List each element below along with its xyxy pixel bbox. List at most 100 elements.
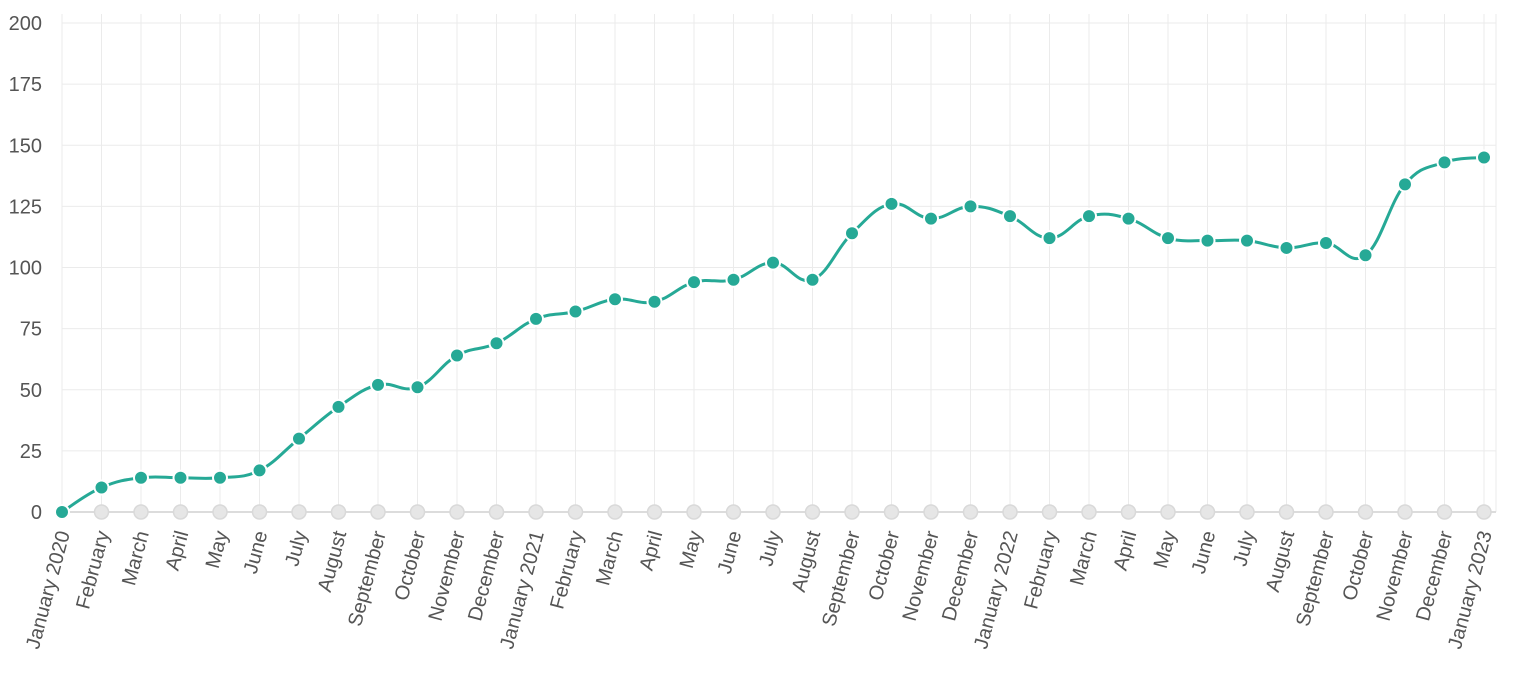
y-tick-label: 150 xyxy=(9,135,42,157)
x-tick-label: August xyxy=(1262,528,1299,594)
y-axis-labels: 0 25 50 75 100 125 150 175 200 xyxy=(9,13,42,524)
data-point[interactable] xyxy=(765,254,781,271)
y-tick-label: 25 xyxy=(20,441,42,463)
x-tick-label: April xyxy=(636,529,668,573)
data-point[interactable] xyxy=(1199,232,1216,249)
data-point[interactable] xyxy=(1357,247,1374,264)
x-tick-label: April xyxy=(1110,529,1142,573)
baseline-point xyxy=(646,504,663,520)
x-tick-label: May xyxy=(676,529,707,571)
baseline-point xyxy=(1002,504,1018,520)
baseline-point xyxy=(1120,504,1137,520)
baseline-point xyxy=(1199,504,1216,520)
baseline-point xyxy=(567,504,584,520)
baseline-point xyxy=(528,504,544,520)
data-point[interactable] xyxy=(804,271,821,288)
y-tick-label: 200 xyxy=(9,13,42,35)
baseline-point xyxy=(1239,504,1255,520)
data-point[interactable] xyxy=(1397,176,1413,193)
data-point[interactable] xyxy=(212,469,228,486)
x-tick-label: July xyxy=(1229,529,1259,569)
x-tick-label: June xyxy=(240,529,272,577)
x-tick-label: December xyxy=(1412,528,1457,623)
x-tick-label: September xyxy=(818,528,865,629)
x-tick-label: June xyxy=(714,529,746,577)
baseline-markers xyxy=(54,504,1492,520)
data-point[interactable] xyxy=(567,303,584,320)
data-point[interactable] xyxy=(1239,232,1255,249)
x-tick-label: January 2020 xyxy=(22,529,75,652)
baseline-point xyxy=(1318,504,1334,520)
data-point[interactable] xyxy=(1160,230,1176,247)
data-point[interactable] xyxy=(1436,154,1453,171)
grid xyxy=(61,14,1497,512)
baseline-point xyxy=(172,504,189,520)
data-point[interactable] xyxy=(1081,208,1097,225)
x-tick-label: August xyxy=(788,528,825,594)
x-tick-label: November xyxy=(1373,528,1418,623)
data-point[interactable] xyxy=(1041,230,1058,247)
baseline-point xyxy=(962,504,979,520)
x-tick-label: February xyxy=(72,529,114,612)
baseline-point xyxy=(409,504,426,520)
data-point[interactable] xyxy=(686,274,702,291)
baseline-point xyxy=(607,504,623,520)
baseline-point xyxy=(1476,504,1492,520)
data-point[interactable] xyxy=(1120,210,1137,227)
data-point[interactable] xyxy=(646,293,663,310)
baseline-point xyxy=(1278,504,1295,520)
baseline-point xyxy=(291,504,307,520)
data-point[interactable] xyxy=(409,379,426,396)
baseline-point xyxy=(725,504,742,520)
baseline-point xyxy=(1436,504,1453,520)
y-tick-label: 50 xyxy=(20,380,42,402)
data-point[interactable] xyxy=(93,479,110,496)
data-point[interactable] xyxy=(291,430,307,447)
baseline-point xyxy=(488,504,505,520)
x-tick-label: March xyxy=(118,529,154,588)
baseline-point xyxy=(1041,504,1058,520)
data-point[interactable] xyxy=(962,198,979,215)
y-tick-label: 0 xyxy=(31,502,42,524)
x-tick-label: February xyxy=(546,529,588,612)
baseline-point xyxy=(251,504,268,520)
data-point[interactable] xyxy=(607,291,623,308)
baseline-point xyxy=(1081,504,1097,520)
data-point[interactable] xyxy=(251,462,268,479)
x-tick-label: October xyxy=(1339,528,1379,603)
data-point[interactable] xyxy=(1476,149,1492,166)
y-tick-label: 175 xyxy=(9,74,42,96)
data-point[interactable] xyxy=(883,195,900,212)
x-tick-label: May xyxy=(202,529,233,571)
baseline-point xyxy=(1397,504,1413,520)
baseline-point xyxy=(804,504,821,520)
x-tick-label: November xyxy=(899,528,944,623)
y-tick-label: 75 xyxy=(20,319,42,341)
data-point[interactable] xyxy=(449,347,465,364)
data-point[interactable] xyxy=(1002,208,1018,225)
data-point[interactable] xyxy=(172,469,189,486)
data-point[interactable] xyxy=(330,398,347,415)
baseline-point xyxy=(686,504,702,520)
baseline-point xyxy=(449,504,465,520)
data-point[interactable] xyxy=(370,376,386,393)
x-tick-label: March xyxy=(1066,529,1102,588)
baseline-point xyxy=(370,504,386,520)
data-point[interactable] xyxy=(488,335,505,352)
y-tick-label: 100 xyxy=(9,258,42,280)
x-tick-label: November xyxy=(425,528,470,623)
data-point[interactable] xyxy=(1278,239,1295,256)
x-tick-label: February xyxy=(1020,529,1062,612)
x-tick-label: March xyxy=(592,529,628,588)
data-point[interactable] xyxy=(923,210,939,227)
data-point[interactable] xyxy=(1318,235,1334,252)
data-point[interactable] xyxy=(54,504,70,520)
data-point[interactable] xyxy=(725,271,742,288)
data-point[interactable] xyxy=(133,469,149,486)
x-tick-label: October xyxy=(865,528,905,603)
data-point[interactable] xyxy=(528,310,544,327)
x-tick-label: September xyxy=(344,528,391,629)
x-tick-label: June xyxy=(1188,529,1220,577)
data-point[interactable] xyxy=(844,225,860,242)
